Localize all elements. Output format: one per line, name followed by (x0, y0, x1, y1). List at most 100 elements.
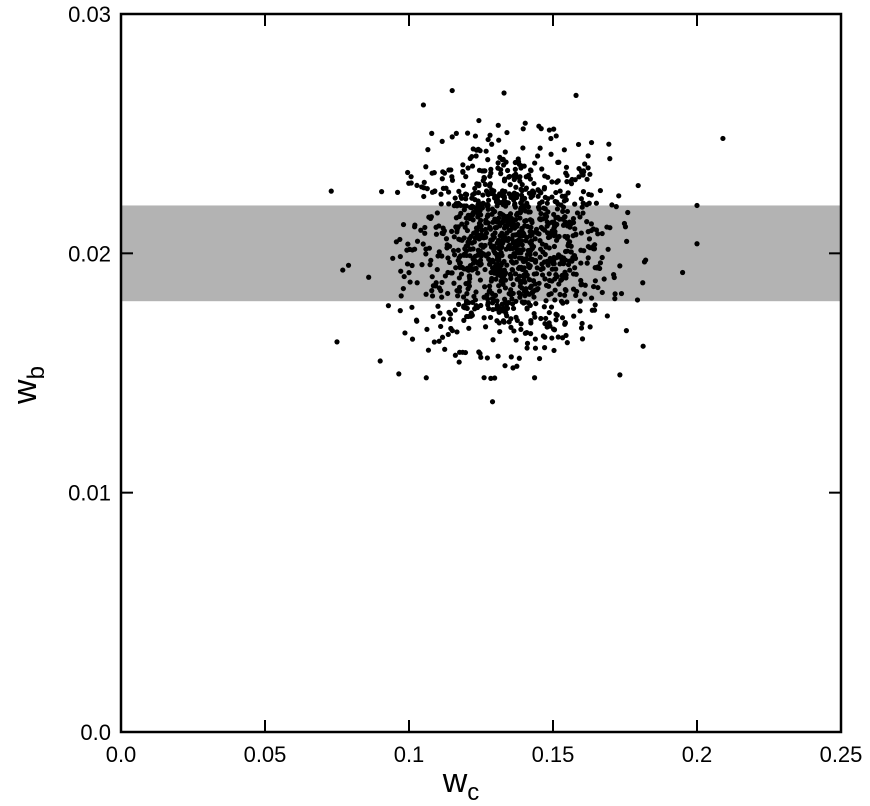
data-point (531, 180, 537, 187)
data-point (488, 244, 495, 250)
data-point (490, 306, 496, 313)
data-point (461, 207, 467, 213)
data-point (512, 232, 518, 238)
data-point (456, 288, 463, 294)
data-point (462, 349, 469, 356)
data-point (558, 298, 565, 304)
y-tick-label: 0.03 (68, 2, 111, 27)
data-point (485, 206, 491, 212)
data-point (385, 303, 392, 309)
data-point (427, 262, 433, 268)
data-point (428, 214, 434, 220)
data-points (328, 87, 726, 405)
data-point (496, 272, 502, 278)
data-point (379, 189, 385, 195)
data-point (587, 171, 593, 177)
data-point (599, 254, 605, 261)
data-point (456, 188, 462, 194)
data-point (592, 278, 598, 284)
data-point (485, 136, 491, 143)
data-point (439, 253, 445, 259)
data-point (489, 296, 495, 302)
data-point (585, 165, 591, 171)
data-point (694, 241, 700, 247)
data-point (524, 201, 530, 208)
data-point (588, 139, 595, 146)
y-tick-label: 0.02 (68, 241, 111, 266)
data-point (561, 292, 568, 298)
data-point (586, 236, 593, 242)
data-point (476, 167, 483, 173)
data-point (500, 275, 506, 281)
data-point (446, 201, 452, 207)
data-point (571, 253, 577, 260)
data-point (428, 257, 434, 263)
data-point (559, 335, 566, 341)
data-point (486, 283, 493, 289)
data-point (582, 161, 588, 167)
data-point (524, 329, 530, 336)
data-point (467, 215, 473, 222)
data-point (453, 130, 459, 136)
data-point (530, 193, 536, 199)
data-point (553, 133, 559, 139)
data-point (611, 274, 617, 281)
data-point (537, 200, 543, 207)
data-point (545, 262, 551, 268)
data-point (481, 235, 487, 241)
data-point (423, 164, 429, 170)
data-point (556, 281, 562, 287)
data-point (522, 293, 528, 299)
data-point (500, 240, 506, 246)
data-point (513, 337, 519, 343)
data-point (463, 196, 469, 202)
data-point (501, 270, 507, 276)
data-point (529, 217, 535, 224)
data-point (513, 184, 519, 190)
data-point (573, 232, 579, 238)
data-point (586, 200, 592, 206)
data-point (398, 293, 404, 299)
data-point (481, 294, 487, 300)
data-point (461, 317, 467, 323)
data-point (535, 193, 541, 199)
data-point (458, 271, 465, 277)
data-point (429, 293, 436, 299)
data-point (549, 335, 555, 341)
data-point (577, 214, 583, 220)
data-point (515, 221, 521, 228)
data-point (460, 162, 466, 168)
data-point (476, 117, 482, 124)
data-point (548, 135, 554, 142)
data-point (513, 245, 520, 252)
y-tick-label: 0.01 (68, 481, 111, 506)
data-point (449, 134, 455, 140)
data-point (590, 226, 596, 232)
data-point (439, 176, 445, 182)
data-point (545, 234, 552, 241)
data-point (493, 224, 500, 231)
data-point (502, 363, 508, 369)
data-point (557, 188, 563, 194)
data-point (455, 293, 461, 299)
data-point (563, 170, 569, 176)
data-point (449, 174, 455, 180)
data-point (553, 317, 559, 323)
data-point (573, 271, 579, 277)
data-point (599, 230, 605, 237)
data-point (483, 217, 489, 223)
data-point (560, 208, 566, 214)
data-point (559, 315, 566, 321)
x-axis-title-sub: c (467, 779, 479, 806)
data-point (497, 210, 503, 217)
data-point (482, 226, 489, 233)
data-point (522, 279, 528, 285)
data-point (584, 176, 590, 182)
data-point (421, 185, 427, 191)
data-point (464, 291, 470, 297)
data-point (512, 201, 518, 207)
data-point (546, 245, 552, 251)
data-point (456, 275, 462, 281)
data-point (495, 165, 501, 171)
data-point (526, 172, 532, 178)
